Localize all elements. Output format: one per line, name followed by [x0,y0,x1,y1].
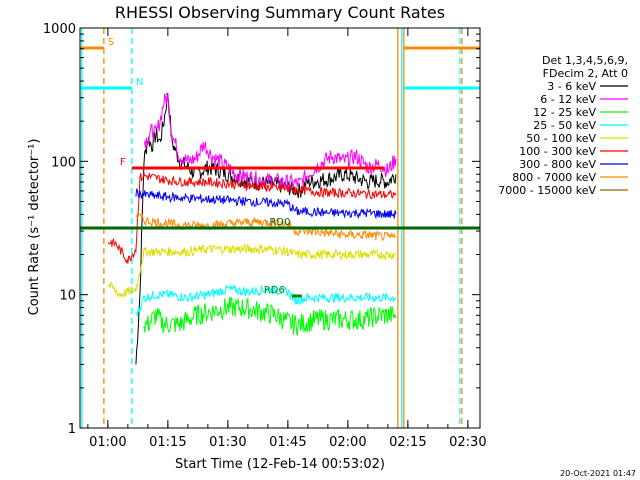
y-axis-label: Count Rate (s⁻¹ detector⁻¹) [27,139,42,316]
legend-entry-7: 800 - 7000 keV [512,171,596,184]
flag-label-2: F [120,157,126,168]
legend-entry-5: 100 - 300 keV [519,145,596,158]
series-line-6 [135,188,397,220]
legend-header-1: FDecim 2, Att 0 [543,67,628,80]
legend-entry-2: 12 - 25 keV [533,106,596,119]
x-tick-label-4: 02:00 [329,435,366,450]
plot-frame [79,27,481,429]
series-line-4 [107,242,397,299]
x-tick-label-1: 01:15 [149,435,186,450]
series-line-5 [107,172,397,264]
legend-entry-0: 3 - 6 keV [547,80,596,93]
x-tick-label-6: 02:30 [449,435,486,450]
legend-entry-1: 6 - 12 keV [540,93,596,106]
x-tick-label-0: 01:00 [89,435,126,450]
legend-entry-3: 25 - 50 keV [533,119,596,132]
flag-label-0: S [108,37,114,48]
series-line-0 [135,92,397,365]
y-tick-label-1: 10 [59,289,76,304]
legend-entry-4: 50 - 100 keV [526,132,596,145]
y-tick-label-0: 1 [68,422,76,437]
series-line-3 [135,284,397,318]
x-tick-label-3: 01:45 [269,435,306,450]
chart-title: RHESSI Observing Summary Count Rates [115,3,445,22]
legend-header-0: Det 1,3,4,5,6,9, [542,54,628,67]
timestamp: 20-Oct-2021 01:47 [560,469,636,478]
series-line-1 [143,92,397,191]
flag-label-4: RD6 [264,285,285,296]
x-axis-label: Start Time (12-Feb-14 00:53:02) [175,457,385,472]
legend: Det 1,3,4,5,6,9,FDecim 2, Att 03 - 6 keV… [498,54,628,197]
flag-label-3: RD0 [269,217,290,228]
y-tick-label-2: 100 [51,155,76,170]
y-tick-label-3: 1000 [43,22,76,37]
flag-label-1: N [136,77,143,88]
series-line-2 [143,295,397,337]
x-tick-label-5: 02:15 [389,435,426,450]
x-tick-label-2: 01:30 [209,435,246,450]
legend-entry-6: 300 - 800 keV [519,158,596,171]
legend-entry-8: 7000 - 15000 keV [498,184,596,197]
